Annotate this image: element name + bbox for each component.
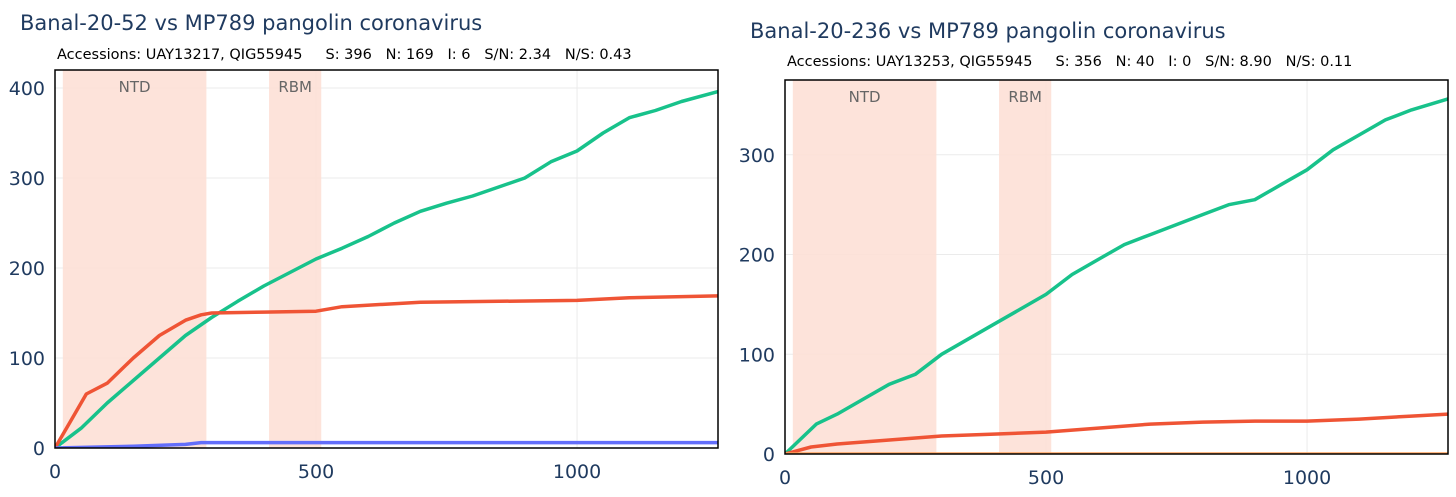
region-label-rbm: RBM bbox=[1008, 88, 1042, 106]
series-group bbox=[55, 89, 718, 448]
chart-subtitle: Accessions: UAY13217, QIG55945 S: 396 N:… bbox=[57, 47, 632, 63]
chart-subtitle: Accessions: UAY13253, QIG55945 S: 356 N:… bbox=[787, 54, 1352, 70]
plot-frame bbox=[54, 69, 719, 449]
series-line-1 bbox=[55, 294, 718, 448]
series-line-2 bbox=[55, 440, 718, 448]
x-tick-label: 0 bbox=[49, 461, 61, 483]
series-line-1 bbox=[785, 412, 1448, 454]
y-tick-label: 300 bbox=[9, 168, 45, 190]
series-group bbox=[785, 97, 1448, 454]
series-line-0 bbox=[785, 97, 1448, 454]
x-tick-label: 0 bbox=[779, 467, 791, 489]
region-label-rbm: RBM bbox=[278, 78, 312, 96]
region-label-ntd: NTD bbox=[849, 88, 881, 106]
series-line-0 bbox=[55, 89, 718, 448]
y-tick-label: 300 bbox=[739, 145, 775, 167]
y-tick-label: 200 bbox=[739, 245, 775, 267]
y-tick-label: 400 bbox=[9, 78, 45, 100]
y-tick-label: 100 bbox=[9, 348, 45, 370]
region-ntd bbox=[62, 70, 207, 448]
region-ntd bbox=[792, 80, 937, 454]
x-tick-label: 1000 bbox=[553, 461, 601, 483]
x-tick-label: 500 bbox=[298, 461, 334, 483]
y-tick-label: 0 bbox=[763, 444, 775, 466]
chart-title: Banal-20-52 vs MP789 pangolin coronaviru… bbox=[20, 11, 482, 35]
region-rbm bbox=[999, 80, 1052, 454]
chart-banal-20-52: Banal-20-52 vs MP789 pangolin coronaviru… bbox=[9, 11, 719, 483]
x-tick-label: 1000 bbox=[1283, 467, 1331, 489]
plot-frame bbox=[784, 79, 1449, 455]
chart-title: Banal-20-236 vs MP789 pangolin coronavir… bbox=[750, 19, 1226, 43]
x-tick-label: 500 bbox=[1028, 467, 1064, 489]
y-tick-label: 200 bbox=[9, 258, 45, 280]
chart-banal-20-236: Banal-20-236 vs MP789 pangolin coronavir… bbox=[739, 19, 1449, 489]
region-label-ntd: NTD bbox=[119, 78, 151, 96]
y-tick-label: 0 bbox=[33, 438, 45, 460]
y-tick-label: 100 bbox=[739, 344, 775, 366]
